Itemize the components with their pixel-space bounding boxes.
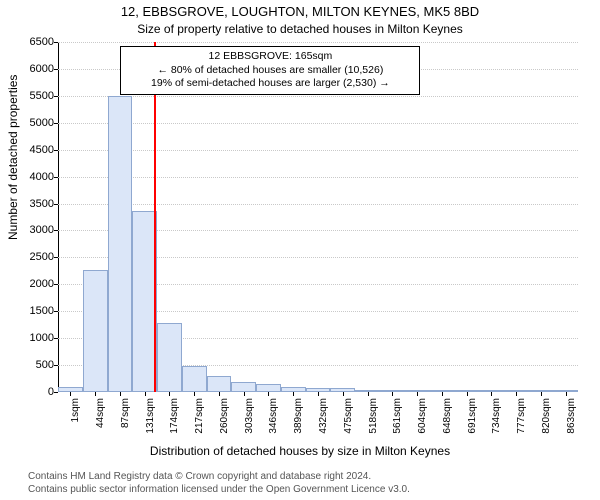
x-tick-mark	[169, 392, 170, 396]
x-tick-label: 346sqm	[268, 398, 279, 448]
y-tick-label: 1000	[12, 332, 54, 344]
y-tick-mark	[54, 284, 58, 285]
x-tick-mark	[467, 392, 468, 396]
gridline	[58, 96, 578, 97]
histogram-bar	[256, 384, 281, 392]
x-tick-label: 303sqm	[244, 398, 255, 448]
x-tick-label: 44sqm	[95, 398, 106, 448]
gridline	[58, 123, 578, 124]
x-tick-mark	[219, 392, 220, 396]
x-tick-mark	[566, 392, 567, 396]
x-tick-mark	[268, 392, 269, 396]
x-tick-label: 217sqm	[194, 398, 205, 448]
page-subtitle: Size of property relative to detached ho…	[0, 22, 600, 36]
y-tick-mark	[54, 311, 58, 312]
x-tick-mark	[541, 392, 542, 396]
y-tick-label: 5500	[12, 90, 54, 102]
y-tick-mark	[54, 123, 58, 124]
y-tick-label: 6500	[12, 36, 54, 48]
y-tick-label: 500	[12, 359, 54, 371]
y-tick-label: 2500	[12, 251, 54, 263]
y-tick-label: 2000	[12, 278, 54, 290]
x-tick-mark	[70, 392, 71, 396]
gridline	[58, 42, 578, 43]
histogram-bar	[231, 382, 256, 392]
footer-attribution: Contains HM Land Registry data © Crown c…	[28, 471, 410, 496]
y-tick-mark	[54, 42, 58, 43]
x-tick-mark	[392, 392, 393, 396]
y-tick-mark	[54, 69, 58, 70]
x-tick-label: 863sqm	[566, 398, 577, 448]
gridline	[58, 177, 578, 178]
x-tick-mark	[442, 392, 443, 396]
page-title: 12, EBBSGROVE, LOUGHTON, MILTON KEYNES, …	[0, 4, 600, 19]
y-tick-label: 3000	[12, 224, 54, 236]
y-axis-line	[58, 42, 59, 392]
x-tick-mark	[318, 392, 319, 396]
x-tick-label: 518sqm	[368, 398, 379, 448]
x-tick-mark	[95, 392, 96, 396]
y-tick-mark	[54, 150, 58, 151]
histogram-bar	[182, 366, 207, 392]
y-tick-label: 0	[12, 386, 54, 398]
y-tick-mark	[54, 257, 58, 258]
histogram-bar	[83, 270, 108, 392]
x-tick-mark	[368, 392, 369, 396]
gridline	[58, 204, 578, 205]
x-tick-label: 389sqm	[293, 398, 304, 448]
x-tick-mark	[194, 392, 195, 396]
x-tick-label: 260sqm	[219, 398, 230, 448]
annotation-line: ← 80% of detached houses are smaller (10…	[127, 64, 413, 78]
x-tick-mark	[516, 392, 517, 396]
footer-line-1: Contains HM Land Registry data © Crown c…	[28, 471, 410, 484]
histogram-bar	[207, 376, 232, 392]
x-tick-label: 777sqm	[516, 398, 527, 448]
y-tick-mark	[54, 230, 58, 231]
y-tick-mark	[54, 177, 58, 178]
y-tick-mark	[54, 338, 58, 339]
x-tick-label: 604sqm	[417, 398, 428, 448]
histogram-bar	[157, 323, 182, 392]
histogram-plot: 12 EBBSGROVE: 165sqm← 80% of detached ho…	[58, 42, 578, 392]
x-tick-mark	[293, 392, 294, 396]
x-tick-label: 131sqm	[145, 398, 156, 448]
x-tick-label: 1sqm	[70, 398, 81, 448]
x-tick-label: 734sqm	[491, 398, 502, 448]
x-tick-mark	[343, 392, 344, 396]
x-tick-label: 820sqm	[541, 398, 552, 448]
x-tick-label: 87sqm	[120, 398, 131, 448]
x-tick-mark	[417, 392, 418, 396]
y-tick-label: 6000	[12, 63, 54, 75]
y-tick-label: 5000	[12, 117, 54, 129]
annotation-box: 12 EBBSGROVE: 165sqm← 80% of detached ho…	[120, 46, 420, 95]
x-tick-mark	[120, 392, 121, 396]
x-tick-mark	[244, 392, 245, 396]
histogram-bar	[108, 96, 133, 392]
footer-line-2: Contains public sector information licen…	[28, 484, 410, 497]
gridline	[58, 150, 578, 151]
annotation-line: 19% of semi-detached houses are larger (…	[127, 77, 413, 91]
x-tick-mark	[145, 392, 146, 396]
y-tick-mark	[54, 96, 58, 97]
y-tick-mark	[54, 204, 58, 205]
x-tick-label: 475sqm	[343, 398, 354, 448]
y-tick-mark	[54, 365, 58, 366]
x-tick-label: 432sqm	[318, 398, 329, 448]
y-tick-label: 3500	[12, 198, 54, 210]
x-tick-label: 561sqm	[392, 398, 403, 448]
y-tick-label: 4500	[12, 144, 54, 156]
x-tick-mark	[491, 392, 492, 396]
x-tick-label: 648sqm	[442, 398, 453, 448]
y-tick-label: 4000	[12, 171, 54, 183]
x-tick-label: 691sqm	[467, 398, 478, 448]
y-tick-label: 1500	[12, 305, 54, 317]
y-tick-mark	[54, 392, 58, 393]
x-tick-label: 174sqm	[169, 398, 180, 448]
annotation-line: 12 EBBSGROVE: 165sqm	[127, 50, 413, 64]
